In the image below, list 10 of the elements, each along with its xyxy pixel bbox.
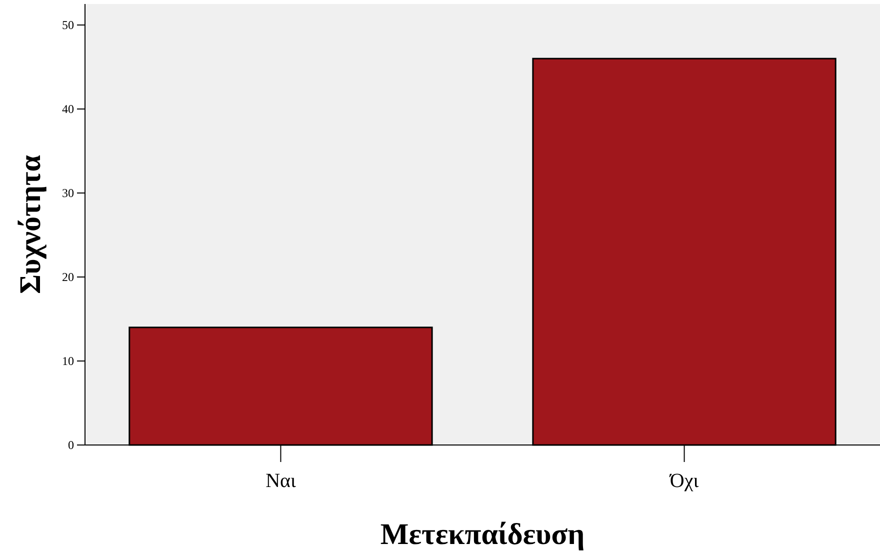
y-tick-label: 0 [68,438,74,452]
y-axis-title: Συχνότητα [14,154,47,294]
x-axis-title: Μετεκπαίδευση [380,518,585,551]
y-tick-label: 50 [62,18,74,32]
y-tick-label: 20 [62,270,74,284]
y-tick-label: 10 [62,354,74,368]
y-tick-label: 40 [62,102,74,116]
x-tick-label: Όχι [668,470,700,492]
x-tick-label: Ναι [266,470,296,492]
y-tick-label: 30 [62,186,74,200]
